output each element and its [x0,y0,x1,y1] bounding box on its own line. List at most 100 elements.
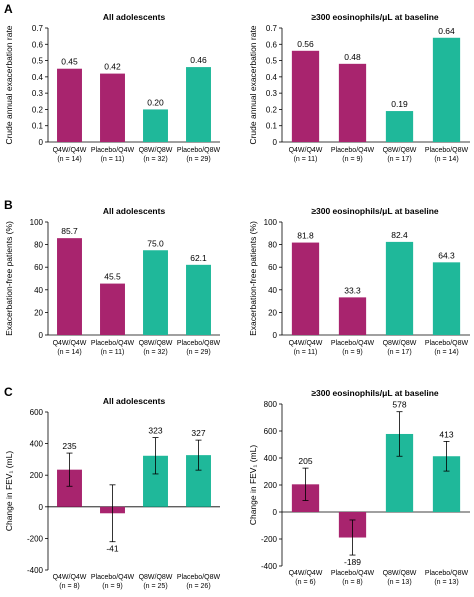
y-tick-label: 40 [268,286,277,295]
bar-1 [57,68,82,142]
chart-title: ≥300 eosinophils/μL at baseline [311,388,439,398]
panel-letter-a: A [4,2,13,16]
chart-6: ≥300 eosinophils/μL at baseline Change in… [248,388,470,586]
n-label: (n = 6) [295,579,315,586]
data-label: 33.3 [344,285,361,295]
data-label: 235 [62,441,76,451]
n-label: (n = 14) [57,349,81,356]
y-axis-label: Crude annual exacerbation rate [4,25,14,144]
data-label: 413 [439,429,453,439]
y-tick-label: 0.5 [32,57,44,66]
category-label: Q4W/Q4W [53,340,87,347]
chart-title: All adolescents [103,396,166,406]
n-label: (n = 29) [186,349,210,356]
y-tick-label: -200 [261,535,278,544]
category-label: Q4W/Q4W [53,147,87,154]
y-tick-label: 60 [34,263,43,272]
category-label: Placebo/Q4W [91,340,135,347]
bar-4 [432,37,461,143]
y-tick-label: 100 [30,218,44,227]
category-label: Q4W/Q4W [289,570,323,577]
n-label: (n = 29) [186,156,210,163]
bar-3 [385,241,414,335]
category-label: Placebo/Q4W [331,570,375,577]
y-tick-label: 20 [268,308,277,317]
data-label: -189 [344,557,361,567]
category-label: Placebo/Q8W [425,570,469,577]
data-label: 45.5 [104,272,121,282]
panel-letter-b: B [4,198,13,212]
category-label: Q8W/Q8W [383,147,417,154]
chart-3: All adolescents Exacerbation-free patient… [4,206,220,356]
chart-title: All adolescents [103,12,166,22]
y-tick-label: 100 [264,218,278,227]
y-tick-label: -400 [261,562,278,571]
n-label: (n = 9) [342,156,362,163]
y-tick-label: 0.2 [32,105,44,114]
category-label: Placebo/Q8W [425,340,469,347]
n-label: (n = 11) [101,349,125,356]
bar-1 [291,242,320,335]
bar-2 [338,297,367,335]
y-tick-label: 400 [264,454,278,463]
y-tick-label: 200 [264,481,278,490]
category-label: Q4W/Q4W [289,147,323,154]
category-label: Q8W/Q8W [139,340,173,347]
n-label: (n = 8) [59,583,79,590]
y-axis-label: Exacerbation-free patients (%) [248,221,258,336]
n-label: (n = 11) [101,156,125,163]
y-tick-label: 0.4 [266,73,278,82]
data-label: 327 [191,428,205,438]
y-tick-label: 0 [39,331,44,340]
bar-2 [338,63,367,143]
bar-3 [143,109,168,142]
category-label: Q8W/Q8W [139,574,173,581]
y-tick-label: -200 [27,534,44,543]
n-label: (n = 32) [143,349,167,356]
n-label: (n = 11) [294,349,318,356]
data-label: 0.48 [344,52,361,62]
data-label: 64.3 [438,250,455,260]
data-label: 0.42 [104,62,121,72]
y-tick-label: 0.4 [32,73,44,82]
chart-5: All adolescents Change in FEV₁ (mL) -400 -2… [4,396,220,590]
data-label: 0.19 [391,99,408,109]
data-label: 85.7 [61,226,78,236]
category-label: Placebo/Q4W [331,340,375,347]
data-label: 81.8 [297,231,314,241]
bar-4 [432,262,461,335]
category-label: Placebo/Q8W [177,147,221,154]
n-label: (n = 11) [294,156,318,163]
n-label: (n = 17) [387,349,411,356]
y-tick-label: 0 [273,331,278,340]
data-label: 62.1 [190,253,207,263]
y-tick-label: -400 [27,566,44,575]
panel-letter-c: C [4,385,13,399]
bar-1 [57,238,82,335]
category-label: Placebo/Q8W [177,340,221,347]
y-tick-label: 400 [30,440,44,449]
bar-3 [385,111,414,142]
charts-group: All adolescents Crude annual exacerbation… [4,12,470,590]
y-tick-label: 0.7 [32,24,44,33]
bar-2 [100,283,125,335]
data-label: 0.46 [190,55,207,65]
category-label: Q8W/Q8W [383,570,417,577]
category-label: Q8W/Q8W [383,340,417,347]
data-label: 0.56 [297,39,314,49]
chart-2: ≥300 eosinophils/μL at baseline Crude ann… [248,12,470,163]
y-tick-label: 0.5 [266,57,278,66]
category-label: Placebo/Q4W [331,147,375,154]
n-label: (n = 13) [387,579,411,586]
n-label: (n = 14) [57,156,81,163]
n-label: (n = 32) [143,156,167,163]
n-label: (n = 25) [143,583,167,590]
chart-title: ≥300 eosinophils/μL at baseline [311,206,439,216]
y-tick-label: 80 [268,241,277,250]
n-label: (n = 14) [434,156,458,163]
y-tick-label: 40 [34,286,43,295]
y-tick-label: 0 [273,508,278,517]
n-label: (n = 14) [434,349,458,356]
category-label: Q4W/Q4W [53,574,87,581]
y-axis-label: Change in FEV₁ (mL) [4,451,14,532]
